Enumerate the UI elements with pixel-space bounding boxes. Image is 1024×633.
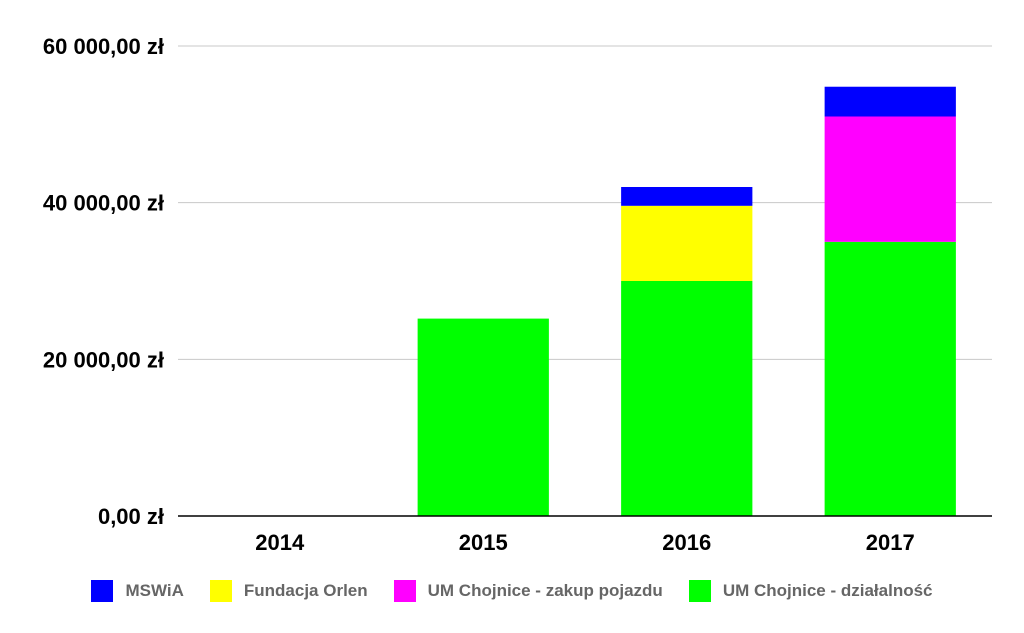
y-axis-ticks: 0,00 zł 20 000,00 zł 40 000,00 zł 60 000,00… [43,34,164,529]
y-tick-label: 60 000,00 zł [43,34,164,59]
x-tick-label: 2014 [255,530,305,555]
legend-item: UM Chojnice - zakup pojazdu [393,580,663,602]
legend-swatch [688,580,711,602]
legend: MSWiA Fundacja Orlen UM Chojnice - zakup p… [0,576,1024,606]
x-tick-label: 2015 [459,530,508,555]
x-tick-label: 2017 [866,530,915,555]
legend-item: Fundacja Orlen [209,580,368,602]
bar-segment [417,318,549,516]
legend-swatch [393,580,416,602]
y-tick-label: 20 000,00 zł [43,347,164,372]
bar-segment [824,86,956,117]
bar-segment [824,116,956,242]
legend-label: UM Chojnice - zakup pojazdu [427,581,663,600]
legend-label: UM Chojnice - działalność [722,581,933,600]
y-tick-label: 40 000,00 zł [43,191,164,216]
legend-swatch [209,580,232,602]
bar-segment [824,241,956,517]
legend-item: MSWiA [91,580,184,602]
bars [417,86,956,517]
legend-label: Fundacja Orlen [243,581,368,600]
x-axis-ticks: 2014 2015 2016 2017 [255,530,914,555]
bar-segment [621,281,753,516]
bar-segment [621,187,753,206]
legend-item: UM Chojnice - działalność [688,580,933,602]
legend-swatch [91,580,114,602]
x-tick-label: 2016 [662,530,711,555]
y-tick-label: 0,00 zł [98,504,164,529]
bar-segment [621,205,753,281]
legend-label: MSWiA [125,581,184,600]
